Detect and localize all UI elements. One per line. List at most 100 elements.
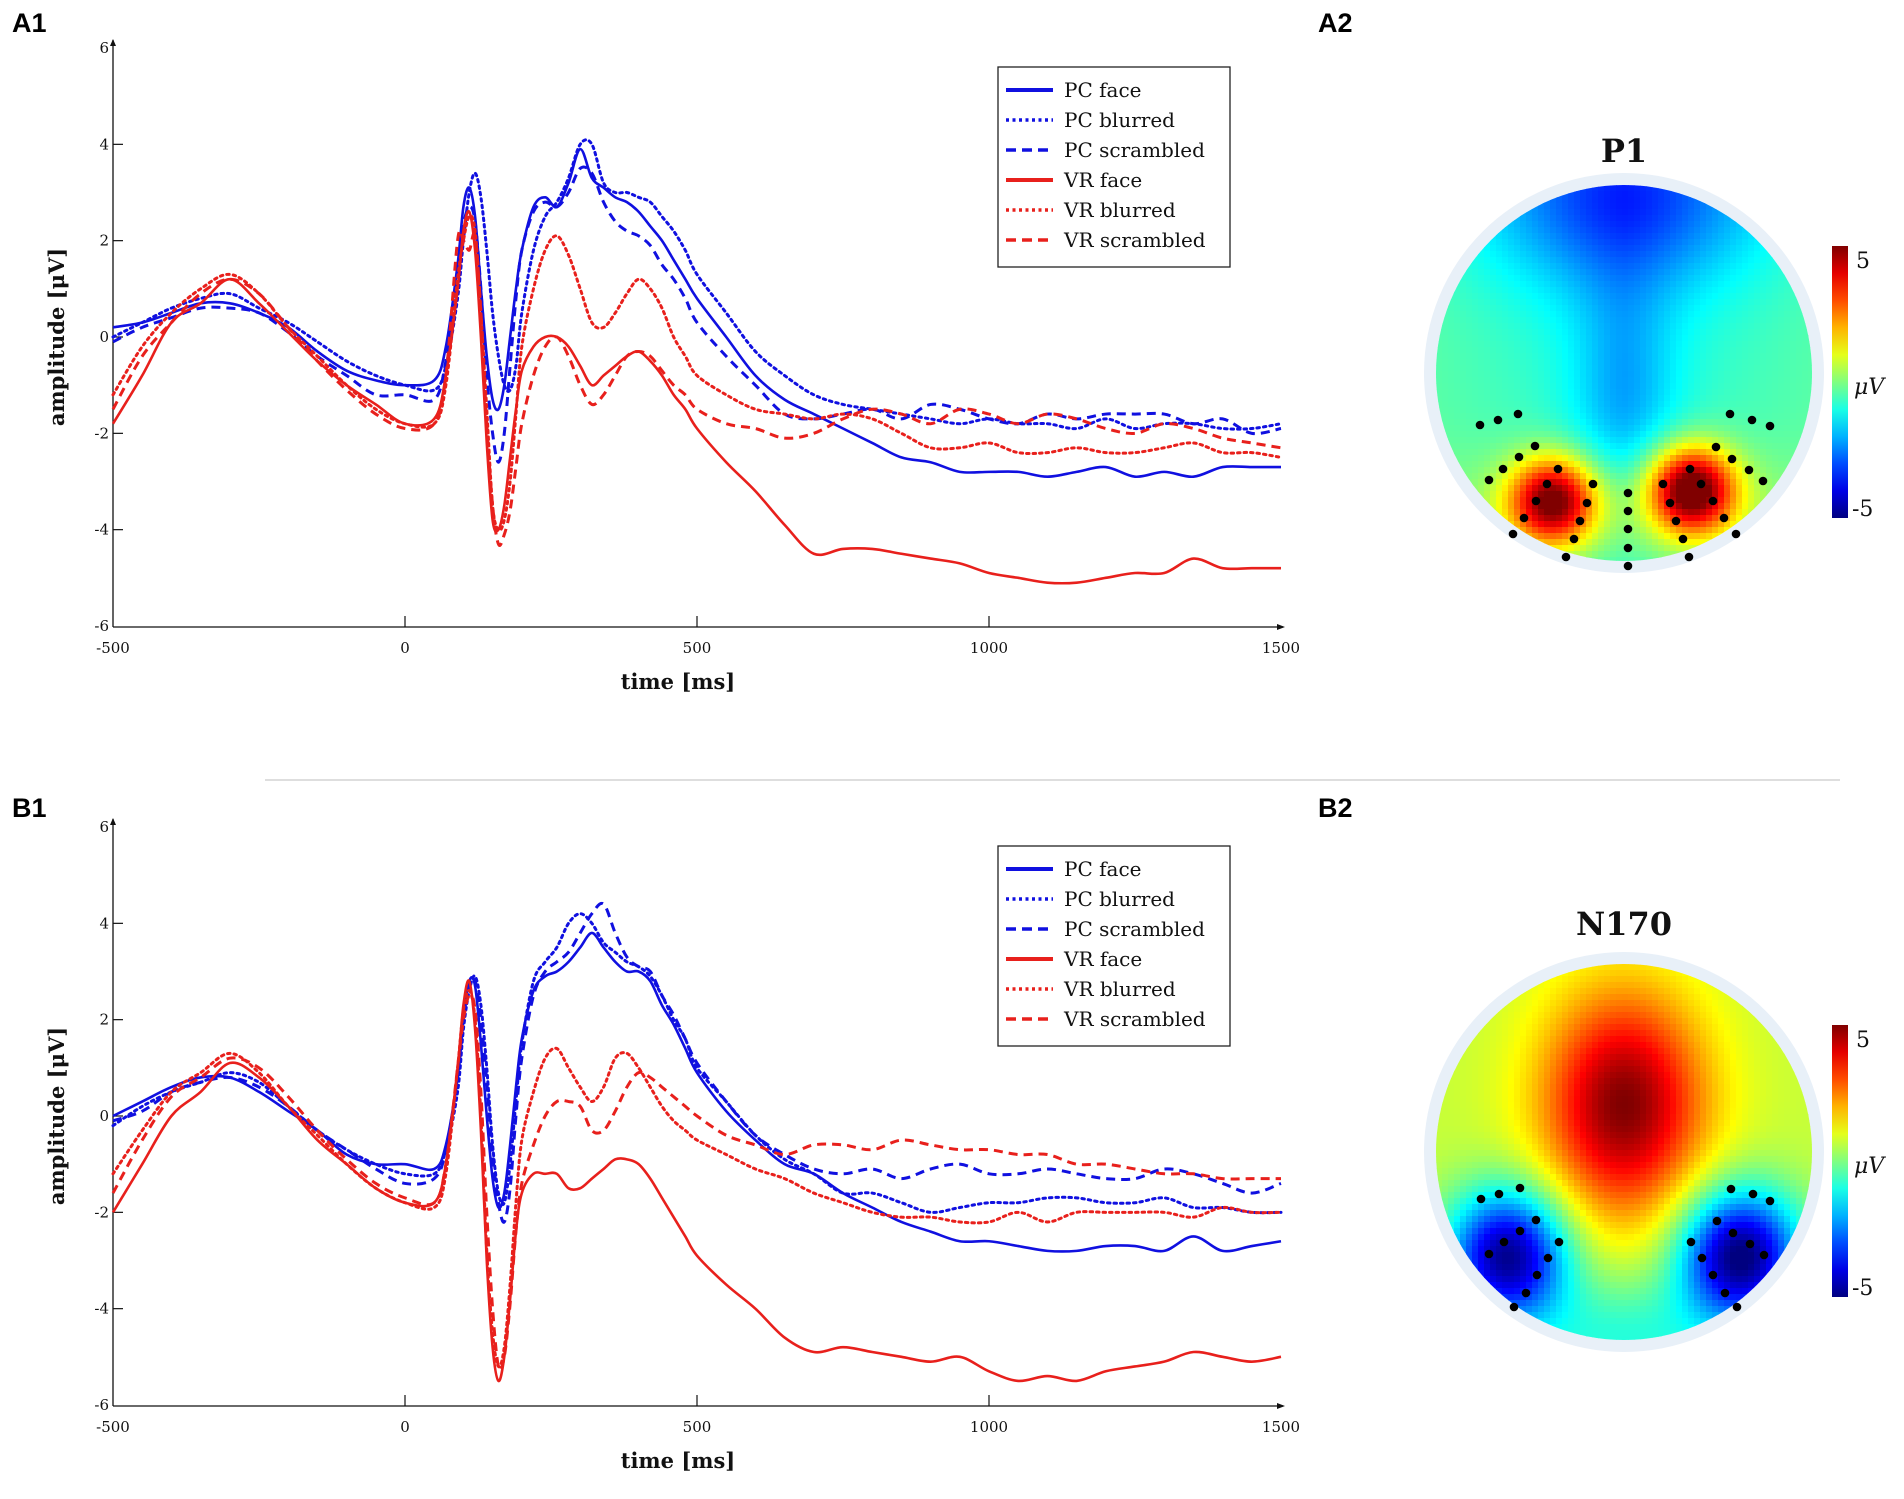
heatmap-cell	[1634, 988, 1641, 995]
heatmap-cell	[1550, 209, 1557, 216]
heatmap-cell	[1736, 1102, 1743, 1109]
heatmap-cell	[1550, 988, 1557, 995]
heatmap-cell	[1616, 461, 1623, 468]
heatmap-cell	[1556, 257, 1563, 264]
heatmap-cell	[1676, 335, 1683, 342]
heatmap-cell	[1646, 539, 1653, 546]
heatmap-cell	[1796, 347, 1803, 354]
heatmap-cell	[1712, 317, 1719, 324]
heatmap-cell	[1772, 461, 1779, 468]
heatmap-cell	[1634, 473, 1641, 480]
heatmap-cell	[1736, 401, 1743, 408]
heatmap-cell	[1520, 239, 1527, 246]
heatmap-cell	[1706, 407, 1713, 414]
heatmap-cell	[1688, 209, 1695, 216]
x-tick-label: 500	[683, 1418, 712, 1436]
heatmap-cell	[1670, 395, 1677, 402]
heatmap-cell	[1604, 1048, 1611, 1055]
heatmap-cell	[1652, 1060, 1659, 1067]
heatmap-cell	[1730, 1054, 1737, 1061]
heatmap-cell	[1778, 1138, 1785, 1145]
heatmap-cell	[1616, 311, 1623, 318]
heatmap-cell	[1754, 1024, 1761, 1031]
heatmap-cell	[1496, 503, 1503, 510]
heatmap-cell	[1604, 533, 1611, 540]
heatmap-cell	[1616, 317, 1623, 324]
heatmap-cell	[1592, 1138, 1599, 1145]
heatmap-cell	[1646, 227, 1653, 234]
heatmap-cell	[1646, 287, 1653, 294]
heatmap-cell	[1694, 1096, 1701, 1103]
heatmap-cell	[1550, 359, 1557, 366]
heatmap-cell	[1634, 413, 1641, 420]
heatmap-cell	[1514, 1108, 1521, 1115]
heatmap-cell	[1520, 461, 1527, 468]
heatmap-cell	[1778, 425, 1785, 432]
heatmap-cell	[1706, 455, 1713, 462]
heatmap-cell	[1652, 545, 1659, 552]
heatmap-cell	[1646, 545, 1653, 552]
heatmap-cell	[1556, 1120, 1563, 1127]
heatmap-cell	[1532, 1000, 1539, 1007]
y-axis-arrow-icon	[110, 818, 116, 825]
heatmap-cell	[1442, 395, 1449, 402]
heatmap-cell	[1694, 401, 1701, 408]
heatmap-cell	[1580, 455, 1587, 462]
heatmap-cell	[1466, 329, 1473, 336]
heatmap-cell	[1634, 1024, 1641, 1031]
heatmap-cell	[1766, 1102, 1773, 1109]
heatmap-cell	[1502, 425, 1509, 432]
heatmap-cell	[1736, 407, 1743, 414]
heatmap-cell	[1556, 311, 1563, 318]
heatmap-cell	[1634, 527, 1641, 534]
heatmap-cell	[1748, 347, 1755, 354]
heatmap-cell	[1610, 467, 1617, 474]
heatmap-cell	[1742, 491, 1749, 498]
heatmap-cell	[1760, 323, 1767, 330]
heatmap-cell	[1520, 1102, 1527, 1109]
heatmap-cell	[1592, 293, 1599, 300]
heatmap-cell	[1742, 479, 1749, 486]
heatmap-cell	[1706, 1060, 1713, 1067]
heatmap-cell	[1700, 988, 1707, 995]
heatmap-cell	[1508, 1084, 1515, 1091]
heatmap-cell	[1622, 1042, 1629, 1049]
heatmap-cell	[1718, 497, 1725, 504]
heatmap-cell	[1790, 431, 1797, 438]
heatmap-cell	[1598, 982, 1605, 989]
heatmap-cell	[1538, 335, 1545, 342]
heatmap-cell	[1718, 1054, 1725, 1061]
heatmap-cell	[1796, 311, 1803, 318]
heatmap-cell	[1574, 491, 1581, 498]
heatmap-cell	[1616, 347, 1623, 354]
heatmap-cell	[1616, 982, 1623, 989]
heatmap-cell	[1724, 479, 1731, 486]
heatmap-cell	[1640, 539, 1647, 546]
heatmap-cell	[1694, 251, 1701, 258]
heatmap-cell	[1550, 1114, 1557, 1121]
heatmap-cell	[1640, 221, 1647, 228]
heatmap-cell	[1436, 371, 1443, 378]
heatmap-cell	[1610, 359, 1617, 366]
heatmap-cell	[1520, 1054, 1527, 1061]
heatmap-cell	[1460, 359, 1467, 366]
heatmap-cell	[1562, 281, 1569, 288]
heatmap-cell	[1556, 407, 1563, 414]
heatmap-cell	[1646, 407, 1653, 414]
heatmap-cell	[1598, 341, 1605, 348]
heatmap-cell	[1742, 1042, 1749, 1049]
heatmap-cell	[1664, 1018, 1671, 1025]
heatmap-cell	[1574, 1120, 1581, 1127]
heatmap-cell	[1760, 485, 1767, 492]
heatmap-cell	[1646, 395, 1653, 402]
heatmap-cell	[1514, 335, 1521, 342]
heatmap-cell	[1754, 1030, 1761, 1037]
heatmap-cell	[1652, 1138, 1659, 1145]
heatmap-cell	[1640, 467, 1647, 474]
heatmap-cell	[1682, 455, 1689, 462]
heatmap-cell	[1730, 515, 1737, 522]
heatmap-cell	[1640, 1126, 1647, 1133]
heatmap-cell	[1640, 431, 1647, 438]
heatmap-cell	[1724, 1114, 1731, 1121]
heatmap-cell	[1706, 437, 1713, 444]
